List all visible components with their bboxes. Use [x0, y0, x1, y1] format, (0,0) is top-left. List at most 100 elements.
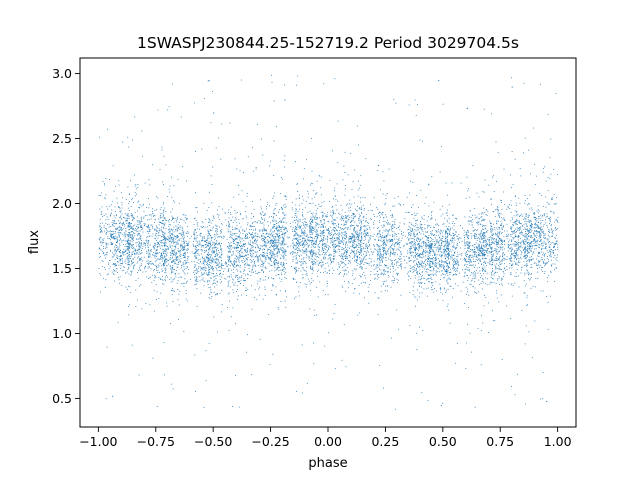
data-point	[421, 253, 423, 254]
data-point	[343, 248, 345, 250]
data-point	[316, 236, 318, 237]
data-point	[531, 222, 532, 224]
data-point	[483, 246, 485, 248]
data-point	[482, 268, 483, 269]
data-point	[128, 216, 130, 218]
data-point	[433, 253, 435, 255]
data-point	[256, 235, 258, 237]
data-point	[100, 231, 101, 233]
data-point	[248, 232, 250, 233]
data-point	[454, 252, 455, 254]
data-point	[163, 239, 165, 241]
data-point	[469, 259, 471, 261]
data-point	[363, 263, 365, 265]
data-point	[536, 224, 537, 226]
data-point	[182, 214, 184, 216]
data-point	[423, 249, 424, 251]
data-point	[354, 227, 356, 228]
data-point	[360, 241, 362, 243]
data-point	[164, 233, 166, 235]
data-point	[214, 262, 216, 264]
data-point	[513, 250, 515, 252]
data-point	[453, 259, 455, 260]
data-point	[105, 227, 107, 229]
data-point	[162, 223, 164, 225]
data-point	[478, 279, 480, 281]
data-point	[478, 233, 480, 235]
data-point	[253, 208, 255, 210]
data-point	[144, 268, 146, 270]
data-point	[435, 271, 437, 273]
data-point	[163, 245, 165, 246]
data-point	[431, 247, 433, 249]
data-point	[414, 214, 416, 216]
data-point	[309, 236, 311, 238]
data-point	[303, 257, 305, 259]
data-point	[497, 279, 499, 281]
data-point	[207, 245, 209, 247]
data-point	[182, 263, 184, 265]
data-point	[451, 227, 453, 229]
data-point	[331, 262, 333, 264]
data-point	[477, 224, 479, 226]
data-point	[426, 269, 427, 270]
data-point	[195, 192, 196, 194]
data-point	[338, 224, 339, 226]
data-point	[430, 245, 432, 247]
data-point	[460, 290, 462, 292]
data-point	[159, 262, 161, 264]
data-point	[285, 196, 287, 198]
data-point	[447, 303, 449, 305]
data-point	[450, 227, 451, 229]
data-point	[269, 216, 270, 218]
data-point	[341, 215, 343, 217]
data-point	[301, 244, 303, 246]
data-point	[328, 273, 330, 274]
data-point	[400, 254, 402, 255]
data-point	[195, 275, 197, 277]
data-point	[299, 243, 301, 245]
data-point	[442, 205, 444, 207]
data-point	[246, 236, 248, 238]
data-point	[195, 253, 196, 255]
data-point	[514, 257, 516, 259]
data-point	[261, 255, 263, 257]
data-point	[180, 116, 182, 118]
data-point	[436, 263, 438, 265]
data-point	[222, 270, 224, 272]
data-point	[439, 245, 441, 246]
data-point	[216, 265, 218, 266]
data-point	[110, 226, 112, 227]
data-point	[117, 226, 119, 228]
data-point	[232, 278, 234, 280]
data-point	[435, 219, 436, 221]
data-point	[114, 249, 116, 251]
data-point	[486, 242, 488, 244]
data-point	[131, 253, 133, 255]
data-point	[268, 240, 270, 242]
data-point	[370, 271, 372, 272]
data-point	[117, 241, 118, 243]
data-point	[427, 244, 429, 246]
data-point	[208, 249, 209, 251]
data-point	[437, 267, 439, 269]
data-point	[160, 247, 161, 249]
data-point	[442, 299, 444, 301]
data-point	[263, 230, 265, 232]
data-point	[133, 244, 134, 246]
data-point	[431, 244, 433, 246]
data-point	[263, 244, 265, 246]
data-point	[333, 198, 335, 200]
data-point	[537, 209, 539, 211]
data-point	[439, 271, 440, 273]
data-point	[123, 223, 125, 225]
data-point	[207, 235, 209, 236]
data-point	[296, 390, 297, 392]
data-point	[148, 197, 150, 199]
data-point	[280, 248, 282, 250]
data-point	[239, 254, 241, 256]
data-point	[252, 271, 254, 273]
data-point	[528, 241, 530, 243]
data-point	[237, 244, 238, 246]
data-point	[499, 230, 501, 232]
